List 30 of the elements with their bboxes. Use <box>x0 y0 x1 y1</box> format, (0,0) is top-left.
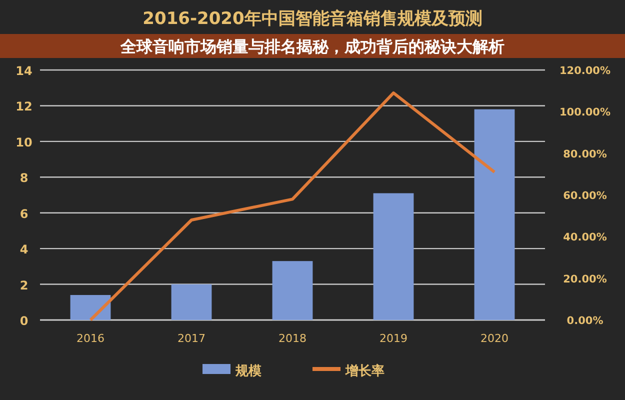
headline-banner: 全球音响市场销量与排名揭秘，成功背后的秘诀大解析 <box>0 34 625 58</box>
y2-tick-label: 80.00% <box>563 148 608 160</box>
legend-label: 增长率 <box>344 363 384 379</box>
y-tick-label: 2 <box>20 278 28 292</box>
y-tick-label: 4 <box>20 242 28 257</box>
y2-tick-label: 0.00% <box>566 315 604 327</box>
y-tick-label: 6 <box>20 206 28 221</box>
chart-title: 2016-2020年中国智能音箱销售规模及预测 <box>142 9 482 29</box>
y2-tick-label: 20.00% <box>563 273 608 286</box>
x-tick-label: 2017 <box>178 332 206 345</box>
y2-tick-label: 40.00% <box>563 232 608 244</box>
line-series <box>89 91 496 322</box>
y-tick-label: 14 <box>16 64 32 78</box>
bar <box>373 193 414 320</box>
bar <box>272 261 313 320</box>
bar <box>171 284 212 320</box>
x-tick-label: 2018 <box>278 332 306 345</box>
bar <box>474 109 515 320</box>
x-tick-label: 2019 <box>380 332 408 345</box>
y2-tick-label: 120.00% <box>559 65 611 77</box>
x-tick-label: 2020 <box>480 332 508 345</box>
y-tick-label: 8 <box>20 171 28 186</box>
y-tick-label: 10 <box>16 135 32 150</box>
x-tick-label: 2016 <box>76 332 104 345</box>
y2-tick-label: 100.00% <box>559 106 611 119</box>
legend-label: 规模 <box>234 364 262 379</box>
bar <box>70 295 111 320</box>
y2-tick-label: 60.00% <box>563 190 608 202</box>
y-tick-label: 0 <box>20 314 28 328</box>
y-tick-label: 12 <box>16 100 32 114</box>
